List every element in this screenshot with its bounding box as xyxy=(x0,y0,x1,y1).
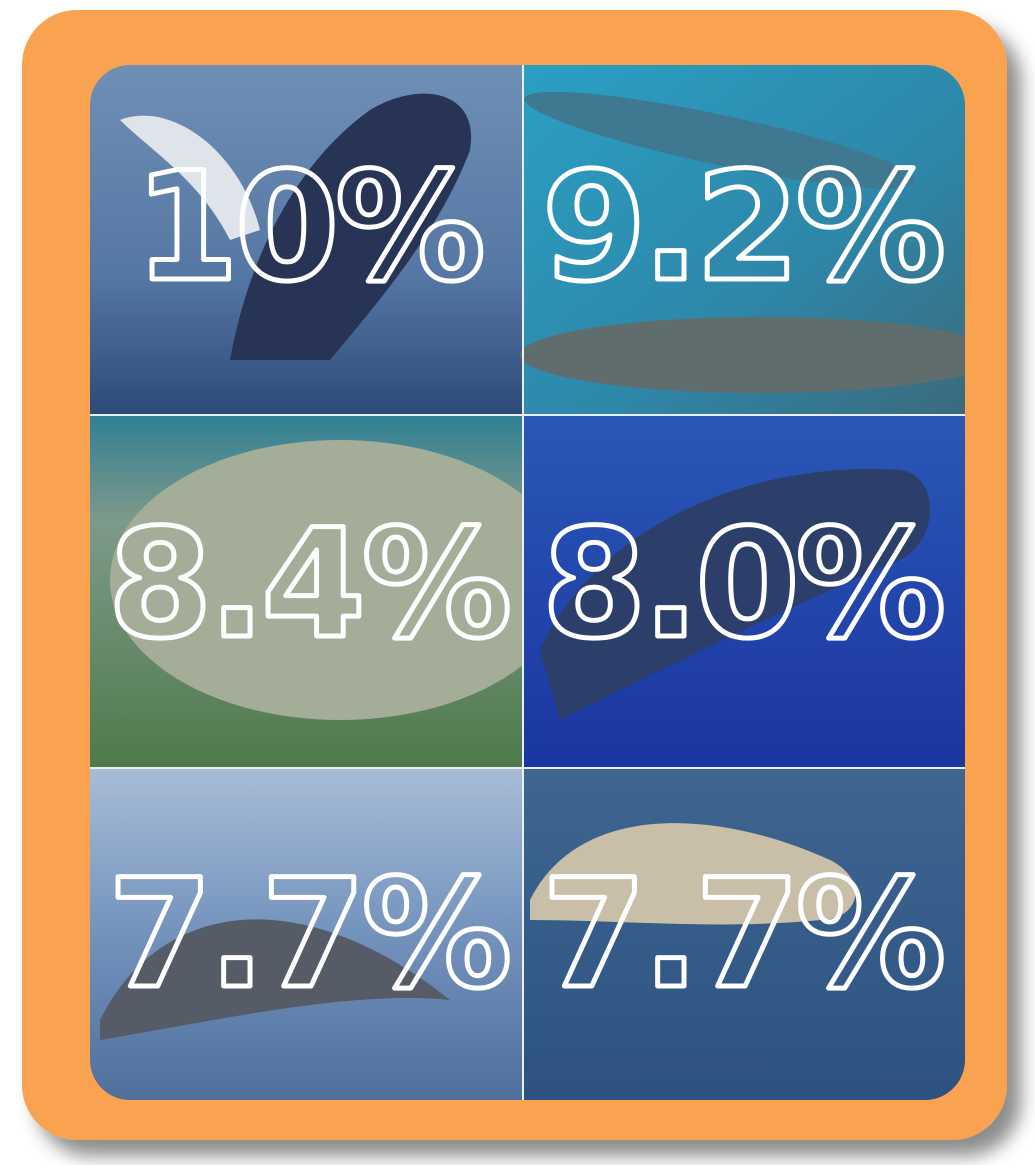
labels: 10% 9.2% 8.4% 8.0% 7.7% 7.7% xyxy=(105,139,948,1025)
percentage-label: 9.2% xyxy=(542,141,942,315)
fin-shape xyxy=(120,115,260,240)
percentage-label: 8.0% xyxy=(542,498,942,672)
dugong-shape xyxy=(110,440,570,720)
photo-grid xyxy=(90,65,965,1100)
beluga-shape xyxy=(530,823,856,925)
percentage-label: 8.4% xyxy=(108,498,508,672)
dolphin-shape xyxy=(100,919,450,1040)
dolphin-shape xyxy=(524,91,916,189)
whale-shape xyxy=(540,468,930,720)
photo-beluga xyxy=(523,768,965,1100)
percentage-label: 7.7% xyxy=(542,848,942,1022)
whale-shape xyxy=(230,93,472,360)
dolphin-shape xyxy=(520,317,965,393)
percentage-label: 7.7% xyxy=(108,848,508,1022)
percentage-label: 10% xyxy=(134,141,481,315)
